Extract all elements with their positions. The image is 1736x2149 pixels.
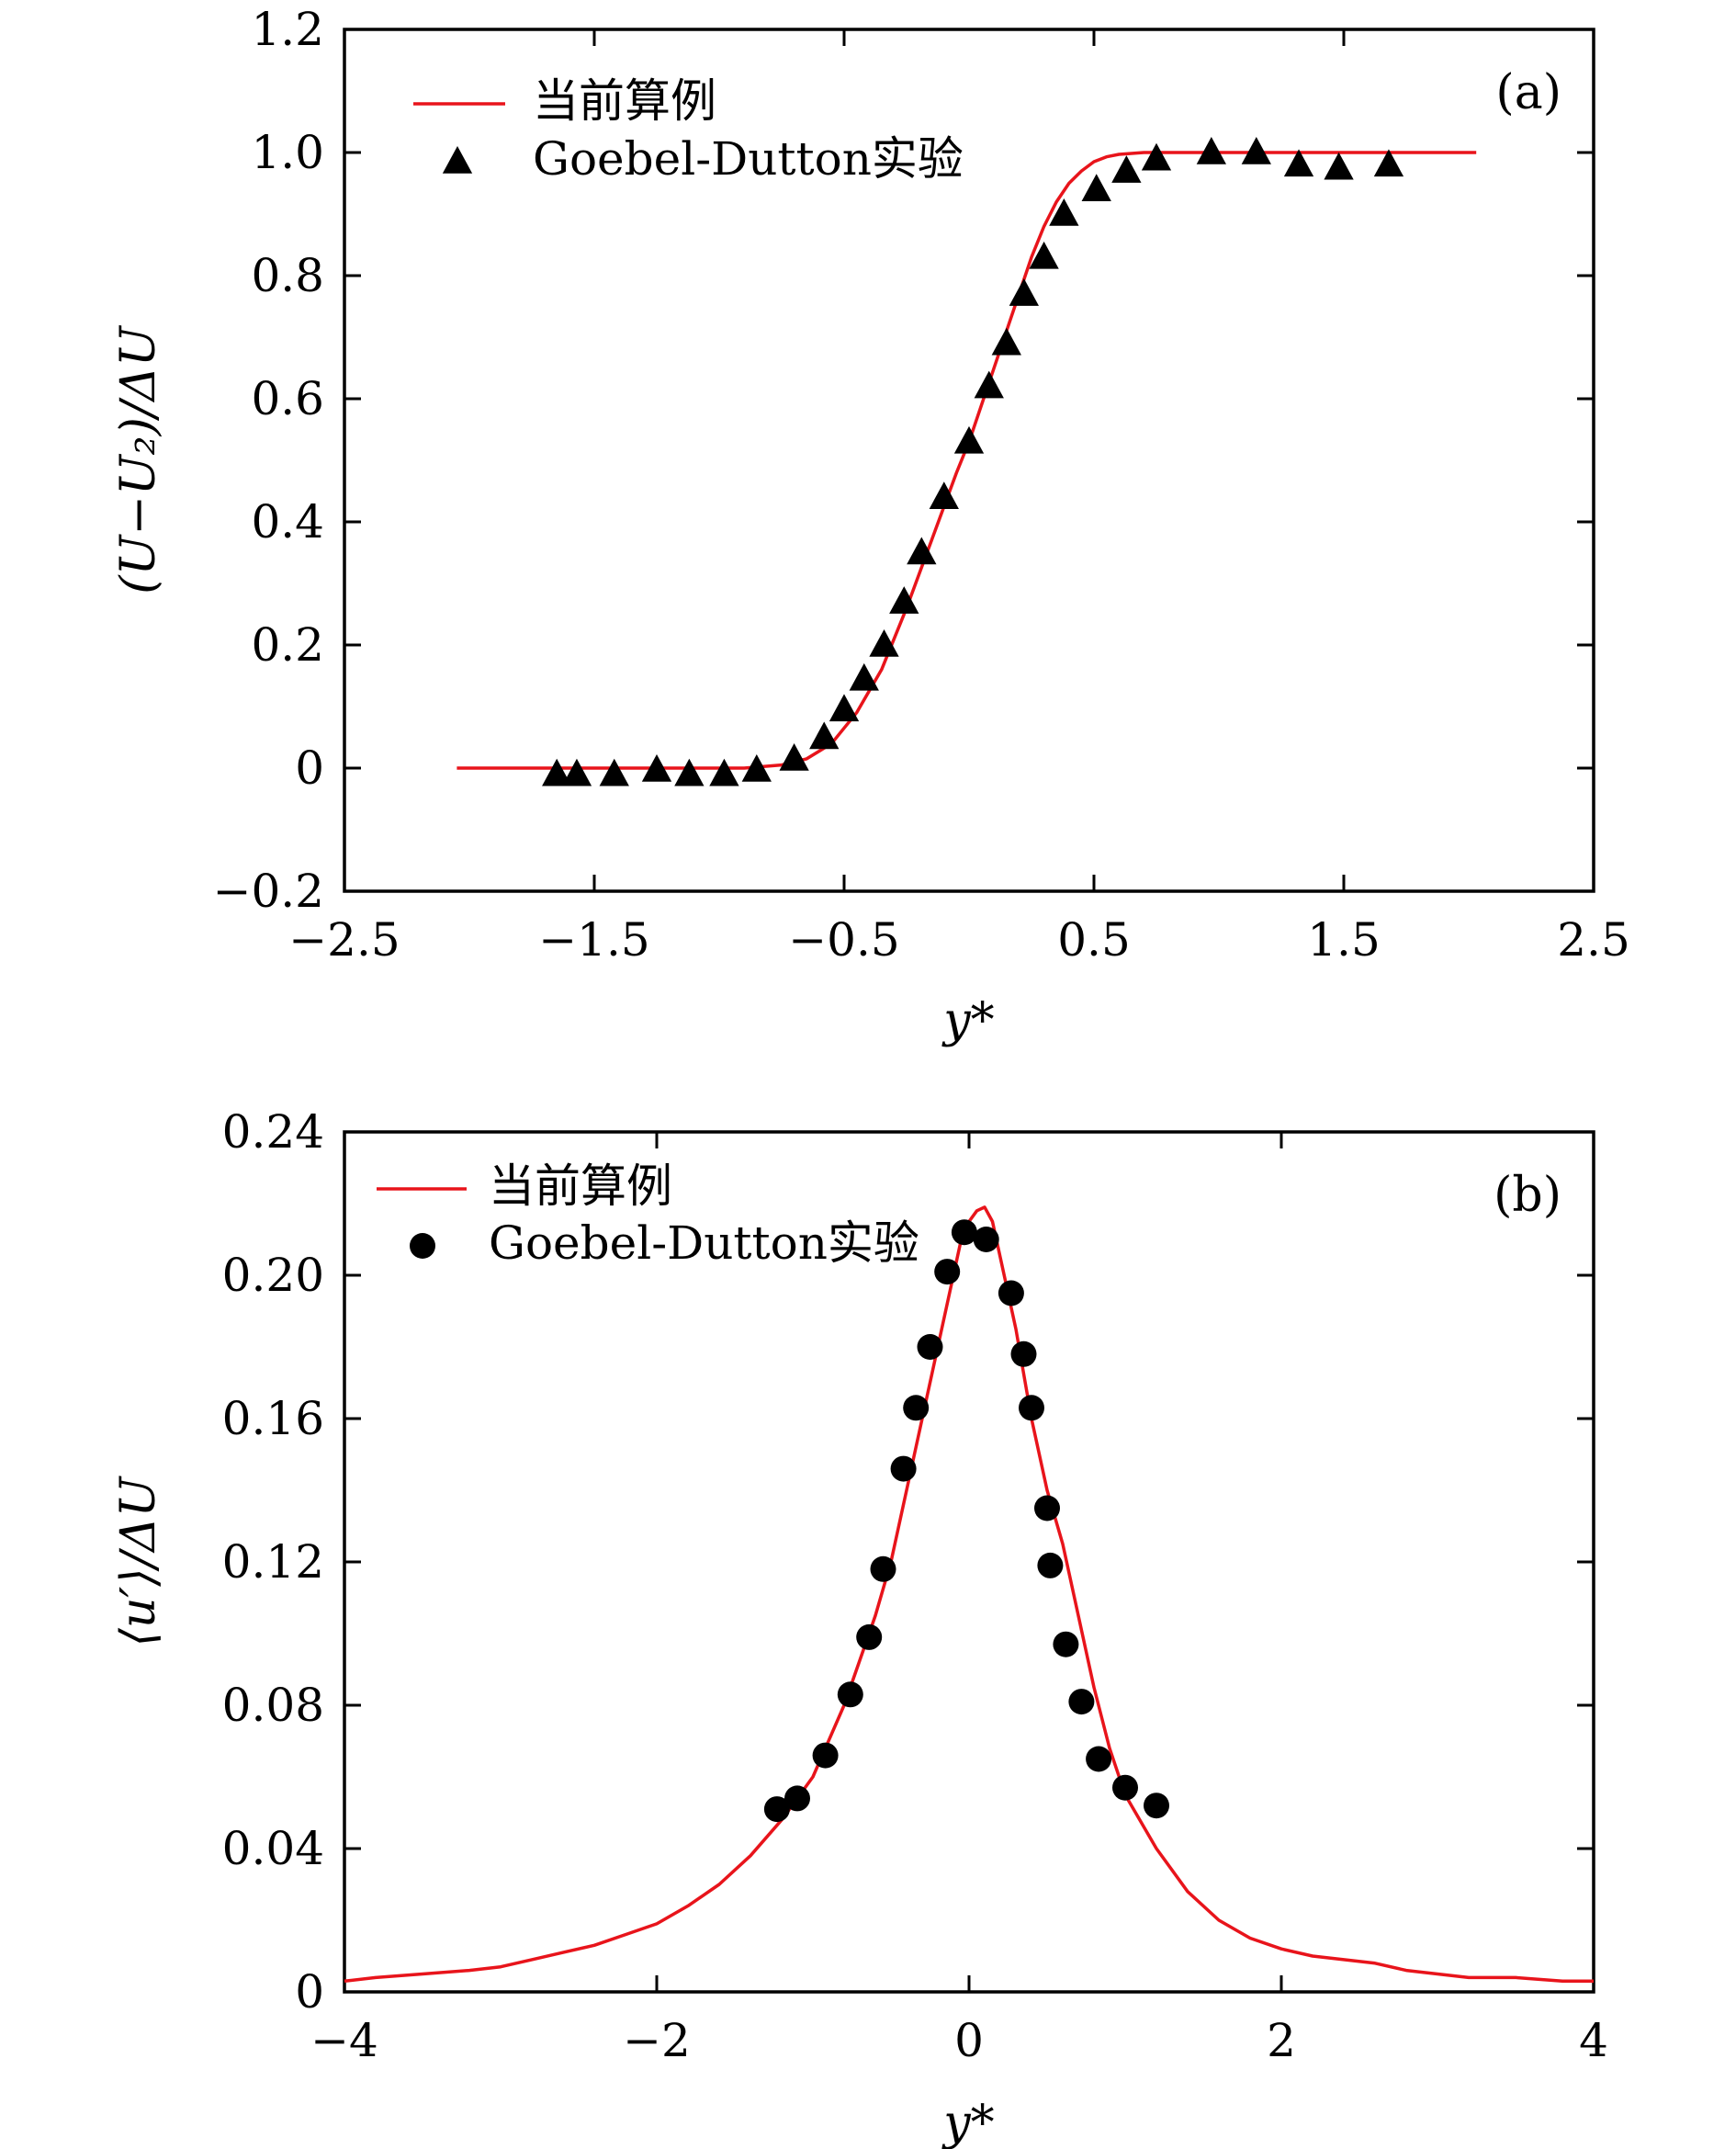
data-point-triangle <box>991 327 1021 356</box>
data-point-triangle <box>1373 149 1404 177</box>
y-tick-label: 0.08 <box>222 1679 324 1732</box>
data-point-triangle <box>599 758 629 786</box>
y-tick-label: 0.04 <box>222 1822 324 1875</box>
x-tick-label: 4 <box>1579 2014 1608 2067</box>
data-point-triangle <box>869 629 899 657</box>
y-tick-label: 0.8 <box>251 249 324 302</box>
x-tick-label: 0 <box>954 2014 984 2067</box>
y-tick-label: −0.2 <box>213 865 324 918</box>
data-point-circle <box>763 1796 790 1823</box>
x-tick-label: 1.5 <box>1307 913 1381 967</box>
data-point-triangle <box>1241 137 1271 164</box>
data-point-circle <box>951 1219 977 1246</box>
panel-label: (a) <box>1495 65 1561 120</box>
x-tick-label: −2 <box>623 2014 691 2067</box>
x-tick-label: −4 <box>310 2014 378 2067</box>
y-tick-label: 0.20 <box>222 1249 324 1302</box>
data-point-triangle <box>929 481 959 509</box>
data-point-triangle <box>1141 142 1172 171</box>
data-point-circle <box>973 1227 999 1252</box>
legend-label-experiment: Goebel-Dutton实验 <box>533 132 964 186</box>
data-point-triangle <box>779 742 809 771</box>
x-axis-label: y* <box>941 993 994 1048</box>
data-point-circle <box>1034 1495 1060 1521</box>
x-tick-label: 2 <box>1267 2014 1296 2067</box>
data-point-triangle <box>974 370 1004 399</box>
chart-panel-a: −2.5 −1.5 −0.5 0.5 1.5 2.5 −0.2 0 0.2 0.4 0.6 0.8 1.… <box>111 3 1630 1048</box>
y-tick-label: 0.16 <box>222 1392 324 1445</box>
legend-label-current-case: 当前算例 <box>489 1159 672 1213</box>
y-axis-label: ⟨u′⟩/ΔU <box>111 1475 166 1646</box>
data-point-triangle <box>641 754 672 782</box>
x-tick-label: −2.5 <box>288 913 400 967</box>
data-point-triangle <box>1049 198 1079 226</box>
chart-panel-b: −4 −2 0 2 4 0 0.04 0.08 0.12 0.16 0.20 0.24 y* ⟨u′⟩/Δ… <box>111 1105 1608 2149</box>
data-point-circle <box>837 1681 863 1708</box>
y-tick-label: 0.12 <box>222 1535 324 1589</box>
data-point-circle <box>1112 1774 1138 1801</box>
data-point-circle <box>1086 1746 1112 1772</box>
y-tick-label: 0.4 <box>251 495 324 549</box>
data-point-circle <box>890 1455 917 1482</box>
x-tick-label: 0.5 <box>1057 913 1131 967</box>
y-tick-label: 0.6 <box>251 372 324 425</box>
data-point-circle <box>1037 1552 1064 1578</box>
data-point-triangle <box>849 662 879 691</box>
data-point-circle <box>1053 1631 1079 1657</box>
data-point-triangle <box>953 425 985 454</box>
plot-frame <box>343 28 1595 893</box>
data-point-circle <box>1144 1793 1169 1819</box>
data-point-triangle <box>1081 174 1111 201</box>
y-tick-label: 0 <box>295 1965 324 2019</box>
series-line-current-case <box>457 151 1477 770</box>
data-point-triangle <box>674 758 705 786</box>
x-tick-label: 2.5 <box>1557 913 1630 967</box>
data-point-triangle <box>907 537 937 565</box>
data-point-triangle <box>709 758 739 786</box>
legend-label-current-case: 当前算例 <box>533 74 716 128</box>
data-point-circle <box>856 1623 883 1650</box>
y-tick-label: 0.2 <box>251 618 324 672</box>
data-point-circle <box>812 1742 839 1769</box>
data-point-triangle <box>809 721 840 750</box>
panel-label: (b) <box>1494 1168 1561 1223</box>
y-axis-label: (U−U₂)/ΔU <box>111 324 166 594</box>
data-point-triangle <box>1196 137 1226 164</box>
series-line-current-case <box>344 1205 1594 1984</box>
data-point-circle <box>934 1259 961 1285</box>
data-point-triangle <box>1009 278 1039 306</box>
data-point-circle <box>1068 1689 1095 1715</box>
data-point-triangle <box>1283 149 1314 177</box>
data-point-circle <box>870 1555 896 1582</box>
data-point-triangle <box>1029 241 1059 269</box>
data-point-triangle <box>1111 155 1142 183</box>
legend-marker-triangle <box>442 146 473 174</box>
x-tick-label: −0.5 <box>788 913 899 967</box>
data-point-triangle <box>889 586 919 614</box>
y-tick-label: 1.0 <box>251 126 324 179</box>
data-point-circle <box>1019 1395 1044 1421</box>
y-tick-label: 0 <box>295 741 324 795</box>
data-point-triangle <box>1324 152 1354 180</box>
data-point-circle <box>1010 1340 1037 1367</box>
data-point-triangle <box>561 758 592 786</box>
data-point-circle <box>784 1785 810 1812</box>
data-point-triangle <box>741 754 772 782</box>
data-point-circle <box>903 1395 930 1421</box>
legend-marker-circle <box>410 1233 435 1259</box>
x-tick-label: −1.5 <box>538 913 649 967</box>
data-point-circle <box>917 1334 943 1360</box>
data-point-triangle <box>829 694 860 722</box>
data-point-circle <box>998 1280 1024 1306</box>
legend-label-experiment: Goebel-Dutton实验 <box>489 1216 919 1270</box>
y-tick-label: 0.24 <box>222 1105 324 1159</box>
x-axis-label: y* <box>941 2096 994 2149</box>
data-point-triangle <box>542 758 572 786</box>
y-tick-label: 1.2 <box>251 3 324 56</box>
